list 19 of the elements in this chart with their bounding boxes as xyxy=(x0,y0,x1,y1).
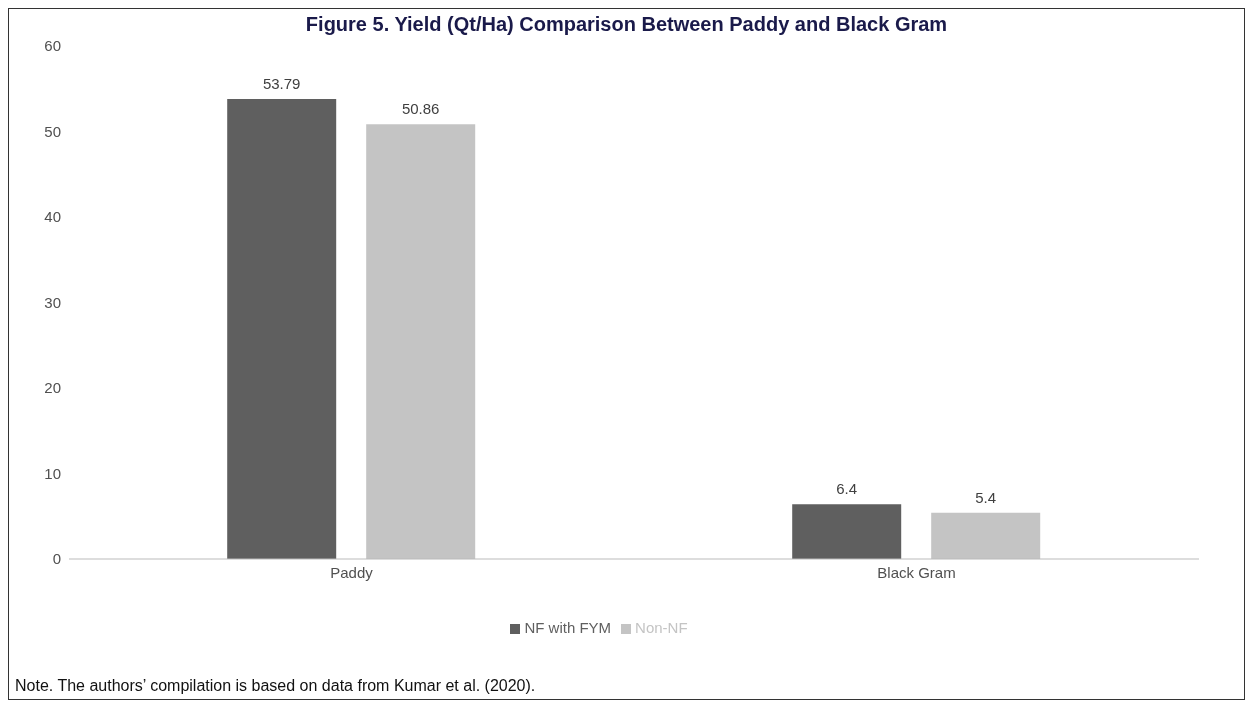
y-tick-label: 60 xyxy=(44,37,61,55)
data-label: 53.79 xyxy=(262,75,301,93)
x-tick-label: Black Gram xyxy=(877,563,956,581)
legend-label: NF with FYM xyxy=(524,619,612,636)
legend-label: Non-NF xyxy=(635,619,688,636)
y-tick-label: 50 xyxy=(44,122,61,140)
data-label: 6.4 xyxy=(836,480,858,498)
y-tick-label: 20 xyxy=(44,379,61,397)
bar xyxy=(227,99,337,559)
x-tick-label: Paddy xyxy=(330,563,374,581)
text: Note. The authors’ compilation is based on data from Kumar et al. (2020). xyxy=(15,677,536,695)
data-label: 50.86 xyxy=(401,100,440,118)
y-tick-label: 0 xyxy=(52,550,61,568)
chart-title: Figure 5. Yield (Qt/Ha) Comparison Between Paddy and Black Gram xyxy=(304,13,949,36)
y-tick-label: 30 xyxy=(44,293,61,311)
bar xyxy=(792,504,902,559)
y-tick-label: 40 xyxy=(44,208,61,226)
y-tick-label: 10 xyxy=(44,464,61,482)
data-label: 5.4 xyxy=(975,488,997,506)
